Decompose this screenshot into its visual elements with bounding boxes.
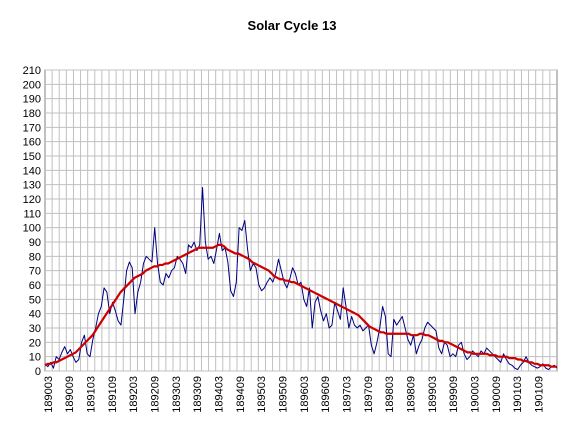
y-tick-label: 30 [29, 323, 41, 335]
x-tick-label: 189709 [363, 376, 375, 413]
x-tick-label: 189309 [192, 376, 204, 413]
x-tick-label: 189409 [235, 376, 247, 413]
x-tick-label: 189809 [406, 376, 418, 413]
y-tick-label: 180 [23, 108, 41, 120]
y-tick-label: 190 [23, 94, 41, 106]
x-tick-label: 189603 [299, 376, 311, 413]
y-axis-ticks: 0 10 20 30 40 50 60 70 80 90 100 110 120 130 140 150 160… [23, 65, 41, 378]
y-tick-label: 170 [23, 122, 41, 134]
x-tick-label: 189209 [150, 376, 162, 413]
x-tick-label: 189609 [320, 376, 332, 413]
smoothed-series-line [44, 243, 557, 368]
y-tick-label: 160 [23, 137, 41, 149]
y-tick-label: 200 [23, 79, 41, 91]
x-tick-label: 189903 [427, 376, 439, 413]
x-tick-label: 189403 [214, 376, 226, 413]
x-tick-label: 189203 [128, 376, 140, 413]
x-tick-label: 189009 [64, 376, 76, 413]
x-tick-label: 190009 [491, 376, 503, 413]
x-tick-label: 190109 [534, 376, 546, 413]
y-tick-label: 90 [29, 237, 41, 249]
y-tick-label: 80 [29, 251, 41, 263]
series-group [44, 187, 558, 371]
y-tick-label: 10 [29, 352, 41, 364]
y-tick-label: 140 [23, 165, 41, 177]
x-tick-label: 189703 [342, 376, 354, 413]
y-tick-label: 100 [23, 223, 41, 235]
x-tick-label: 190103 [512, 376, 524, 413]
y-tick-label: 50 [29, 294, 41, 306]
y-tick-label: 70 [29, 266, 41, 278]
y-tick-label: 110 [23, 208, 41, 220]
x-tick-label: 189109 [107, 376, 119, 413]
x-tick-label: 189103 [86, 376, 98, 413]
y-tick-label: 120 [23, 194, 41, 206]
y-tick-label: 0 [35, 366, 41, 378]
x-tick-label: 189509 [278, 376, 290, 413]
x-tick-label: 189303 [171, 376, 183, 413]
y-tick-label: 20 [29, 337, 41, 349]
x-tick-label: 189503 [256, 376, 268, 413]
x-tick-label: 190003 [470, 376, 482, 413]
y-tick-label: 150 [23, 151, 41, 163]
x-tick-label: 189803 [384, 376, 396, 413]
y-tick-label: 210 [23, 65, 41, 77]
y-tick-label: 60 [29, 280, 41, 292]
y-tick-label: 130 [23, 180, 41, 192]
chart-title: Solar Cycle 13 [247, 18, 337, 33]
x-axis-ticks: 189003 189009 189103 189109 189203 189209 1893… [43, 376, 546, 413]
x-tick-label: 189003 [43, 376, 55, 413]
x-tick-label: 189909 [448, 376, 460, 413]
y-tick-label: 40 [29, 309, 41, 321]
